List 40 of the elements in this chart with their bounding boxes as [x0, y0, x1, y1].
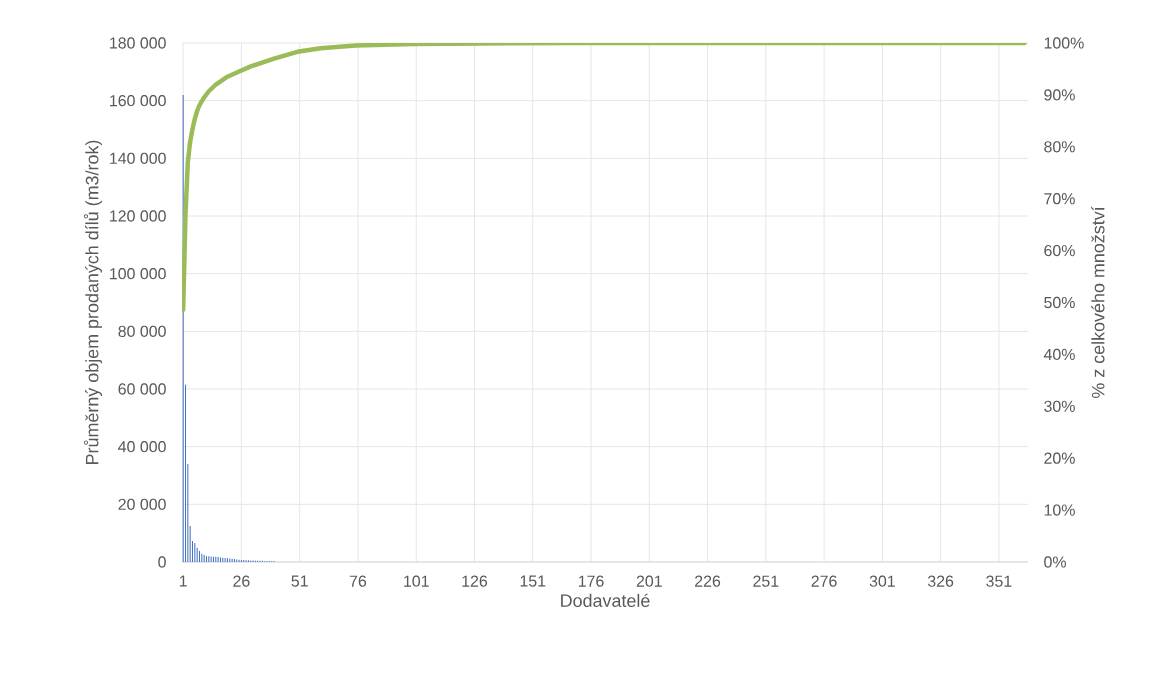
x-tick-label: 1 [179, 575, 187, 587]
x-tick-label: 301 [869, 575, 895, 587]
y2-tick-label: 40% [1043, 348, 1075, 361]
x-tick-label: 326 [927, 575, 954, 587]
y-axis-title: Průměrný objem prodaných dílů (m3/rok) [83, 140, 103, 464]
y2-tick-label: 100% [1044, 37, 1084, 49]
y-tick-label: 160 000 [110, 95, 166, 107]
y2-tick-label: 10% [1044, 504, 1075, 516]
y2-tick-label: 70% [1044, 193, 1075, 205]
line-series [182, 42, 1027, 312]
y-tick-label: 0 [158, 556, 166, 568]
x-tick-label: 151 [520, 575, 546, 587]
x-tick-label: 176 [578, 575, 604, 587]
y2-tick-label: 50% [1044, 296, 1075, 309]
y2-tick-label: 90% [1044, 89, 1075, 101]
y2-tick-label: 30% [1044, 400, 1075, 412]
y-tick-label: 20 000 [118, 498, 166, 510]
x-tick-label: 201 [636, 575, 662, 587]
x-tick-label: 126 [462, 575, 488, 587]
y-tick-label: 80 000 [118, 325, 166, 337]
y2-tick-label: 80% [1044, 141, 1075, 153]
y2-tick-label: 0% [1044, 556, 1067, 568]
y-tick-label: 40 000 [118, 441, 166, 453]
x-axis-title: Dodavatelé [561, 593, 650, 608]
y-tick-label: 100 000 [110, 268, 166, 280]
x-tick-label: 351 [986, 575, 1012, 587]
x-tick-label: 26 [233, 575, 250, 587]
y2-tick-label: 20% [1044, 452, 1075, 464]
y-tick-label: 140 000 [110, 152, 166, 164]
x-tick-label: 276 [811, 575, 837, 587]
x-tick-label: 101 [404, 575, 429, 587]
y2-axis-title: % z celkového množství [1091, 206, 1105, 399]
y-tick-label: 60 000 [118, 383, 166, 395]
x-tick-label: 226 [695, 575, 721, 587]
x-tick-label: 251 [753, 575, 779, 587]
y2-tick-label: 60% [1044, 244, 1075, 257]
y-tick-label: 180 000 [110, 37, 166, 49]
x-tick-label: 76 [349, 575, 367, 587]
y-tick-label: 120 000 [110, 210, 166, 222]
x-tick-label: 51 [291, 575, 308, 587]
